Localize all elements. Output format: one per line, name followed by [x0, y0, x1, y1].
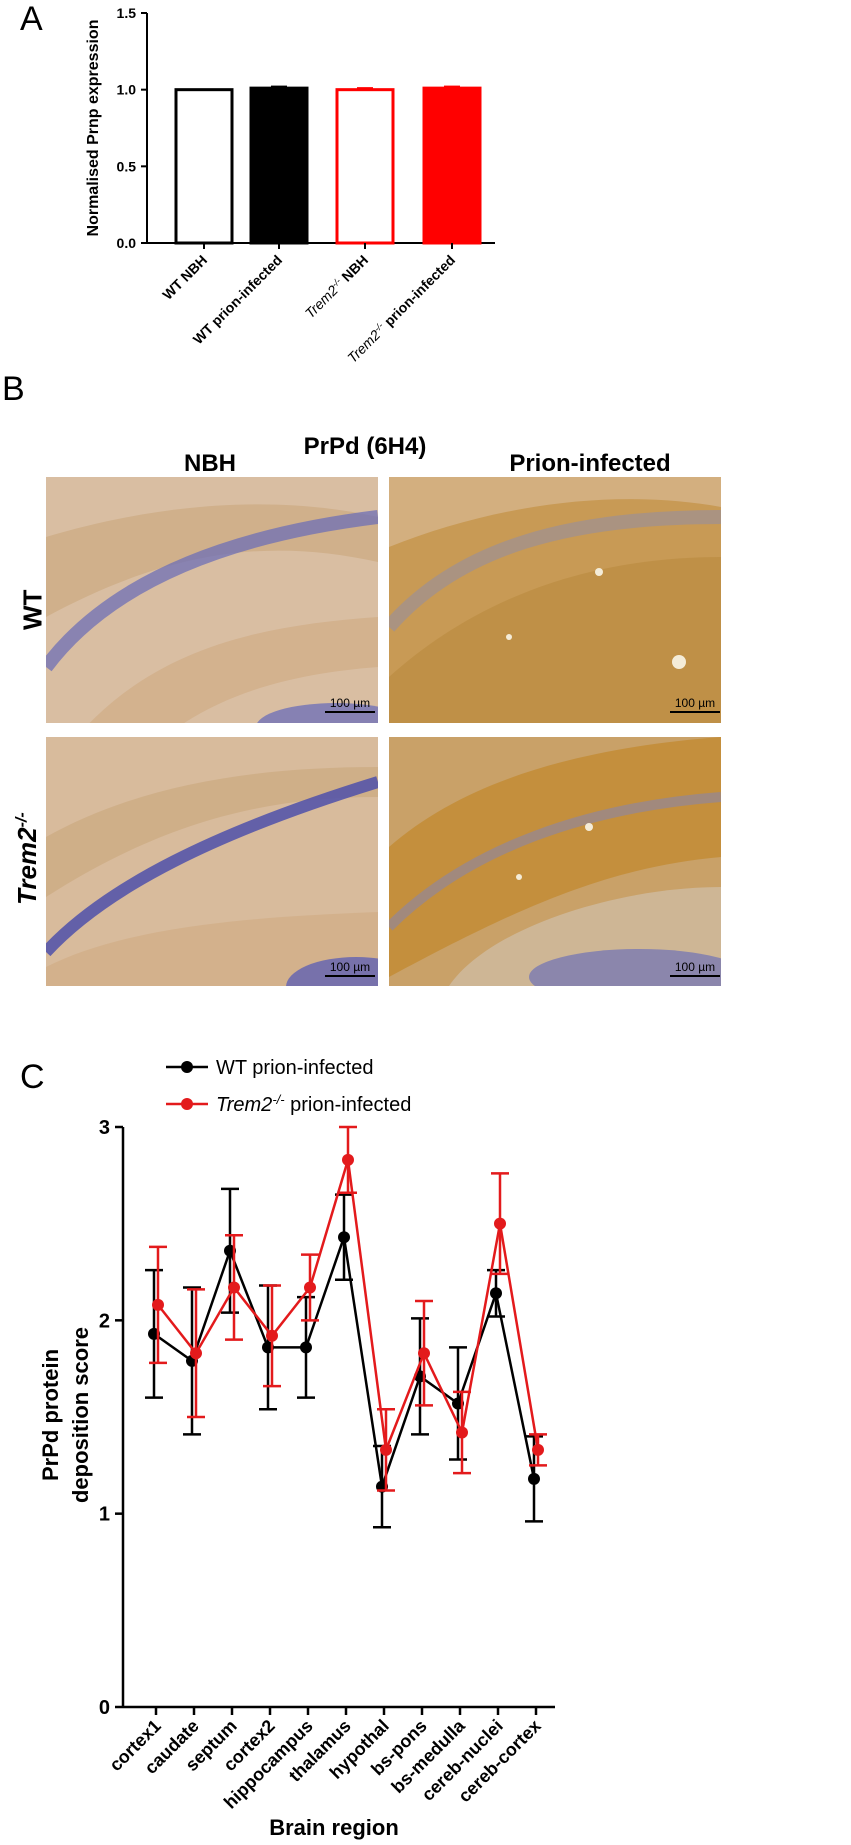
legend-label-0-prefix: WT [216, 1057, 247, 1079]
legend-label-1-sup: -/- [272, 1092, 285, 1107]
panel-letter-c: C [20, 1058, 45, 1096]
line-y-axis-label-0: PrPd protein [38, 1349, 63, 1481]
micrograph-wt-prion-image [389, 477, 721, 723]
col-header-nbh: NBH [184, 450, 236, 477]
scalebar-trem2-prion-label: 100 µm [674, 960, 716, 974]
bar-y-tick-label: 0.5 [117, 158, 137, 174]
scalebar-wt-nbh-label: 100 µm [329, 696, 371, 710]
series-1-point-5 [342, 1153, 354, 1166]
legend-label-0-rest: prion-infected [247, 1057, 374, 1079]
series-1 [149, 1125, 547, 1492]
series-0-point-10 [528, 1472, 540, 1485]
bar-0 [174, 88, 234, 245]
series-0-point-5 [338, 1231, 350, 1244]
series-1-point-6 [380, 1443, 392, 1456]
series-1-point-10 [532, 1443, 544, 1456]
series-line-1 [157, 1159, 540, 1451]
scalebar-trem2-nbh: 100 µm [325, 960, 375, 977]
bar-y-tick-label: 1.5 [117, 5, 137, 21]
series-1-point-0 [152, 1298, 164, 1311]
scalebar-trem2-nbh-label: 100 µm [329, 960, 371, 974]
panel-letter-a: A [20, 0, 43, 38]
micrograph-trem2-nbh [46, 737, 378, 986]
line-y-tick-label: 0 [99, 1697, 110, 1719]
col-header-prion-infected: Prion-infected [509, 450, 671, 477]
line-y-tick-label: 1 [99, 1504, 110, 1526]
scalebar-trem2-prion: 100 µm [670, 960, 720, 977]
legend-marker-1 [181, 1098, 193, 1110]
bar-x-tick-label-0: WT NBH [159, 252, 210, 303]
line-y-axis-label-1: deposition score [68, 1327, 93, 1503]
series-1-point-4 [304, 1281, 316, 1294]
series-1-point-3 [266, 1329, 278, 1342]
row-header-wt-text: WT [17, 589, 48, 630]
prnp-bar-chart: 0.0 0.5 1.0 1.5 Normalised Prnp expression WT… [85, 5, 495, 366]
scalebar-wt-prion: 100 µm [670, 696, 720, 713]
bar-y-tick-label: 1.0 [117, 82, 137, 98]
series-1-point-7 [418, 1347, 430, 1360]
bar-x-tick-label-2: Trem2-/- NBH [302, 252, 371, 321]
row-header-trem2-text: Trem2 [12, 827, 42, 905]
bar-1 [249, 86, 309, 245]
scalebar-wt-nbh: 100 µm [325, 696, 375, 713]
micrograph-title: PrPd (6H4) [303, 433, 427, 460]
series-1-point-1 [190, 1347, 202, 1360]
row-header-trem2-sup: -/- [13, 812, 31, 828]
bar-y-tick-label: 0.0 [117, 235, 137, 251]
bar-3 [422, 86, 482, 245]
legend-label-1: Trem2-/- prion-infected [216, 1092, 411, 1117]
series-0-point-4 [300, 1341, 312, 1354]
series-1-point-8 [456, 1426, 468, 1439]
bar-2 [335, 88, 395, 245]
scalebar-wt-prion-label: 100 µm [674, 696, 716, 710]
micrograph-wt-nbh-image [46, 477, 378, 723]
line-y-tick-label: 2 [99, 1310, 110, 1332]
legend-label-0: WT prion-infected [216, 1057, 373, 1079]
line-x-axis-label: Brain region [269, 1815, 399, 1840]
micrograph-trem2-prion-image [389, 737, 721, 986]
series-1-point-9 [494, 1217, 506, 1230]
legend-label-1-rest: prion-infected [285, 1094, 412, 1116]
row-header-wt: WT [12, 590, 49, 630]
bar-x-tick-label-3-rest: prion-infected [378, 252, 458, 332]
micrograph-wt-prion [389, 477, 721, 723]
micrograph-wt-nbh [46, 477, 378, 723]
series-0 [145, 1187, 543, 1529]
line-y-tick-label: 3 [99, 1117, 110, 1139]
legend-label-1-prefix: Trem2 [216, 1094, 272, 1116]
micrograph-trem2-prion [389, 737, 721, 986]
legend-marker-0 [181, 1061, 193, 1073]
bar-y-axis-label: Normalised Prnp expression [85, 20, 102, 237]
bar-x-tick-label-0-rest: NBH [175, 252, 211, 288]
row-header-trem2: Trem2-/- [12, 812, 43, 905]
series-0-point-9 [490, 1287, 502, 1300]
series-1-point-2 [228, 1281, 240, 1294]
bar-x-tick-label-1-rest: prion-infected [205, 252, 285, 332]
micrograph-trem2-nbh-image [46, 737, 378, 986]
panel-letter-b: B [2, 370, 25, 408]
bar-x-tick-label-2-rest: NBH [336, 252, 372, 288]
